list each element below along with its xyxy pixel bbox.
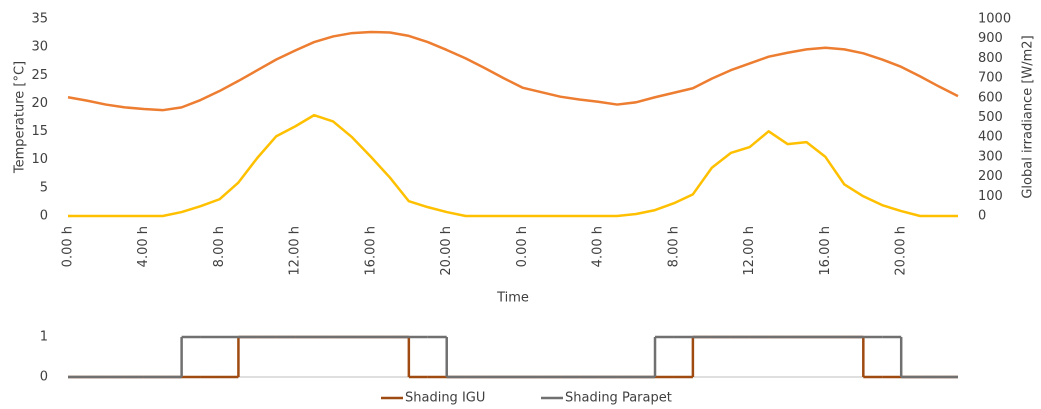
y-tick-label: 1 xyxy=(40,330,48,345)
y2-tick-label: 100 xyxy=(978,189,1003,204)
y2-tick-label: 1000 xyxy=(978,12,1011,27)
y-tick-label: 10 xyxy=(31,152,48,167)
x-axis-label: Time xyxy=(496,291,529,306)
y-tick-label: 15 xyxy=(31,124,48,139)
legend-label: Shading Parapet xyxy=(565,391,672,406)
y-tick-label: 25 xyxy=(31,68,48,83)
y-tick-label: 0 xyxy=(40,209,48,224)
x-tick-label: 16.00 h xyxy=(363,226,378,276)
x-tick-label: 12.00 h xyxy=(288,226,303,276)
y-tick-label: 30 xyxy=(31,40,48,55)
x-tick-label: 20.00 h xyxy=(894,226,909,276)
y2-tick-label: 700 xyxy=(978,71,1003,86)
series-line xyxy=(67,30,959,112)
x-tick-label: 8.00 h xyxy=(212,226,227,267)
y2-tick-label: 500 xyxy=(978,110,1003,125)
y2-tick-label: 400 xyxy=(978,130,1003,145)
x-tick-label: 0.00 h xyxy=(61,226,76,267)
y2-axis-label: Global irradiance [W/m2] xyxy=(1021,35,1036,198)
y2-tick-label: 800 xyxy=(978,51,1003,66)
x-tick-label: 4.00 h xyxy=(136,226,151,267)
y2-tick-label: 0 xyxy=(978,209,986,224)
x-tick-label: 0.00 h xyxy=(515,226,530,267)
x-tick-label: 20.00 h xyxy=(439,226,454,276)
x-tick-label: 16.00 h xyxy=(818,226,833,276)
y-tick-label: 20 xyxy=(31,96,48,111)
y-tick-label: 35 xyxy=(31,12,48,27)
x-tick-label: 8.00 h xyxy=(666,226,681,267)
x-tick-label: 12.00 h xyxy=(742,226,757,276)
y2-tick-label: 600 xyxy=(978,90,1003,105)
y-tick-label: 5 xyxy=(40,180,48,195)
y2-tick-label: 200 xyxy=(978,169,1003,184)
y-tick-label: 0 xyxy=(40,370,48,385)
series-line xyxy=(68,113,958,218)
y2-tick-label: 900 xyxy=(978,31,1003,46)
y2-tick-label: 300 xyxy=(978,149,1003,164)
legend-label: Shading IGU xyxy=(405,391,485,406)
x-tick-label: 4.00 h xyxy=(591,226,606,267)
y-axis-label: Temperature [°C] xyxy=(13,61,28,174)
